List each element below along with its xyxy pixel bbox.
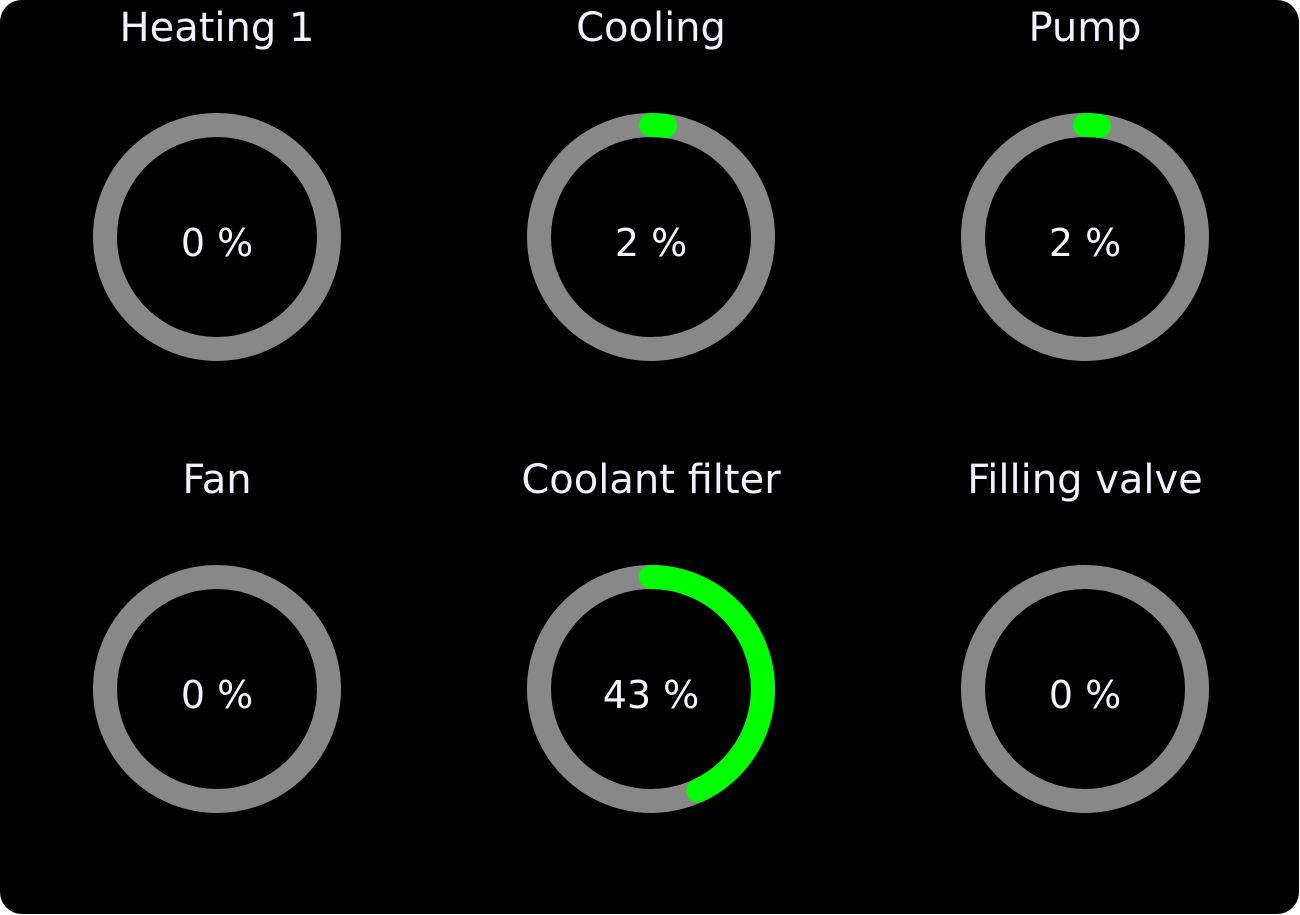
gauge-value: 0 % <box>1048 673 1122 717</box>
gauge-ring <box>527 565 775 813</box>
gauge-pump: Pump 2 % <box>868 0 1300 452</box>
gauge-track <box>93 565 341 813</box>
gauge-track <box>961 565 1209 813</box>
gauge-value: 2 % <box>1048 221 1122 265</box>
gauge-ring <box>961 565 1209 813</box>
gauge-label: Coolant filter <box>521 457 781 503</box>
gauge-ring <box>93 113 341 361</box>
gauge-label: Cooling <box>576 5 726 51</box>
gauge-label: Filling valve <box>967 457 1203 503</box>
gauge-track <box>93 113 341 361</box>
gauge-fill <box>527 113 775 361</box>
gauge-fan: Fan 0 % <box>0 452 434 904</box>
gauge-value: 2 % <box>614 221 688 265</box>
gauge-value: 43 % <box>602 673 700 717</box>
gauge-label: Fan <box>182 457 252 503</box>
gauge-heating-1: Heating 1 0 % <box>0 0 434 452</box>
gauge-value: 0 % <box>180 221 254 265</box>
gauge-label: Heating 1 <box>119 5 315 51</box>
gauge-value: 0 % <box>180 673 254 717</box>
gauge-label: Pump <box>1028 5 1142 51</box>
gauge-coolant-filter: Coolant filter 43 % <box>434 452 868 904</box>
gauge-cooling: Cooling 2 % <box>434 0 868 452</box>
gauge-ring <box>527 113 775 361</box>
gauge-filling-valve: Filling valve 0 % <box>868 452 1300 904</box>
gauge-fill <box>961 113 1209 361</box>
gauge-ring <box>93 565 341 813</box>
gauge-ring <box>961 113 1209 361</box>
gauge-fill <box>527 565 775 813</box>
